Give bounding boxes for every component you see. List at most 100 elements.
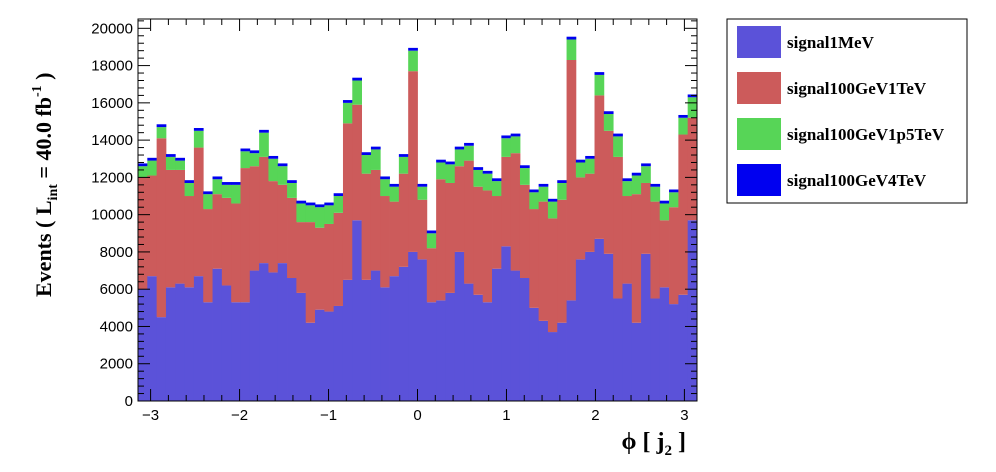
histogram-bar-signal100GeV1p5TeV — [277, 166, 288, 185]
x-tick-label: 0 — [413, 407, 421, 424]
histogram-bar-signal100GeV1TeV — [687, 117, 698, 221]
histogram-bar-signal100GeV4TeV — [650, 183, 661, 187]
histogram-bar-signal100GeV1TeV — [147, 175, 158, 277]
histogram-bar-signal1MeV — [333, 305, 344, 401]
histogram-bar-signal100GeV1p5TeV — [212, 179, 223, 195]
histogram-bar-signal100GeV1p5TeV — [585, 158, 595, 174]
histogram-bar-signal100GeV1p5TeV — [305, 205, 316, 223]
histogram-bar-signal100GeV1p5TeV — [380, 179, 390, 197]
y-axis-title-sub: int — [46, 184, 61, 201]
histogram-bar-signal1MeV — [585, 251, 595, 401]
histogram-bar-signal100GeV1p5TeV — [622, 181, 633, 197]
histogram-bar-signal100GeV1p5TeV — [687, 97, 698, 118]
y-tick-label: 16000 — [91, 95, 133, 112]
histogram-bar-signal100GeV1p5TeV — [193, 130, 204, 148]
histogram-bar-signal100GeV1TeV — [575, 177, 586, 260]
histogram-bar-signal100GeV1p5TeV — [389, 186, 400, 202]
histogram-bar-signal100GeV1TeV — [249, 166, 260, 271]
histogram-bar-signal100GeV1p5TeV — [333, 196, 344, 213]
y-axis-title-main: Events ( L — [31, 200, 56, 297]
histogram-bar-signal100GeV1p5TeV — [613, 136, 623, 157]
legend-swatch-signal100GeV1p5TeV — [737, 118, 781, 150]
histogram-bar-signal100GeV1TeV — [501, 156, 512, 247]
histogram-bar-signal100GeV4TeV — [557, 180, 567, 183]
histogram-bar-signal100GeV1p5TeV — [426, 233, 437, 249]
histogram-bar-signal100GeV1TeV — [557, 199, 567, 323]
histogram-bar-signal100GeV4TeV — [138, 163, 148, 167]
histogram-bar-signal100GeV1TeV — [333, 212, 344, 306]
histogram-bar-signal100GeV1p5TeV — [259, 132, 269, 157]
histogram-bar-signal100GeV4TeV — [408, 47, 418, 51]
histogram-bar-signal100GeV4TeV — [380, 176, 390, 180]
histogram-bar-signal100GeV1TeV — [277, 184, 288, 264]
histogram-bar-signal100GeV1TeV — [473, 186, 484, 295]
histogram-bar-signal100GeV1TeV — [231, 203, 241, 303]
histogram-bar-signal100GeV1TeV — [352, 104, 362, 221]
histogram-bar-signal100GeV1TeV — [678, 134, 689, 295]
histogram-bar-signal1MeV — [361, 279, 372, 401]
histogram-bar-signal1MeV — [566, 300, 577, 401]
histogram-bar-signal100GeV1TeV — [324, 223, 335, 312]
histogram-bar-signal100GeV4TeV — [389, 183, 400, 187]
histogram-bar-signal100GeV1TeV — [398, 173, 409, 267]
y-tick-label: 6000 — [100, 281, 133, 298]
histogram-bar-signal100GeV1TeV — [408, 71, 418, 252]
histogram-bar-signal100GeV1p5TeV — [669, 192, 679, 208]
histogram-bar-signal100GeV4TeV — [259, 129, 269, 133]
histogram-bar-signal100GeV1p5TeV — [203, 194, 213, 210]
histogram-bar-signal100GeV1p5TeV — [678, 117, 689, 135]
histogram-bar-signal100GeV1TeV — [669, 207, 679, 305]
histogram-bar-signal1MeV — [510, 270, 521, 401]
histogram-bar-signal100GeV1p5TeV — [221, 184, 232, 198]
histogram-bar-signal100GeV1p5TeV — [547, 201, 558, 219]
histogram-bar-signal100GeV1TeV — [538, 201, 549, 321]
histogram-bar-signal100GeV4TeV — [547, 198, 558, 202]
histogram-bar-signal100GeV4TeV — [221, 182, 232, 185]
histogram-bar-signal100GeV4TeV — [352, 77, 362, 81]
x-tick-label: −3 — [142, 407, 159, 424]
histogram-bar-signal100GeV1TeV — [305, 222, 316, 323]
histogram-bar-signal100GeV1p5TeV — [268, 158, 279, 182]
histogram-bar-signal100GeV4TeV — [165, 154, 176, 157]
histogram-bar-signal100GeV1p5TeV — [417, 186, 428, 200]
histogram-bar-signal1MeV — [538, 320, 549, 401]
legend-label-signal1MeV: signal1MeV — [787, 33, 875, 52]
histogram-bar-signal100GeV1TeV — [203, 209, 213, 303]
histogram-bar-signal1MeV — [436, 300, 446, 401]
histogram-bar-signal100GeV4TeV — [669, 189, 679, 193]
histogram-bar-signal1MeV — [156, 317, 167, 401]
histogram-bar-signal100GeV1p5TeV — [557, 182, 567, 200]
histogram-bar-signal100GeV4TeV — [231, 182, 241, 185]
histogram-bar-signal100GeV1p5TeV — [492, 181, 502, 197]
histogram-bar-signal100GeV1TeV — [603, 130, 614, 254]
histogram-bar-signal100GeV4TeV — [678, 114, 689, 118]
x-tick-label: 1 — [502, 407, 510, 424]
histogram-bar-signal100GeV1TeV — [259, 156, 269, 264]
histogram-bar-signal100GeV1p5TeV — [482, 173, 493, 191]
histogram-bar-signal100GeV4TeV — [296, 200, 307, 204]
histogram-bar-signal100GeV1p5TeV — [240, 151, 251, 169]
histogram-bar-signal1MeV — [473, 294, 484, 401]
histogram-bar-signal100GeV1p5TeV — [594, 74, 605, 96]
histogram-bar-signal100GeV1TeV — [184, 196, 195, 288]
histogram-bar-signal100GeV1TeV — [380, 196, 390, 288]
histogram-bar-signal100GeV1p5TeV — [352, 80, 362, 105]
histogram-bar-signal100GeV1p5TeV — [342, 102, 353, 124]
histogram-bar-signal100GeV1p5TeV — [473, 169, 484, 187]
histogram-bar-signal100GeV4TeV — [538, 183, 549, 187]
histogram-bar-signal100GeV4TeV — [147, 157, 158, 161]
histogram-bar-signal1MeV — [315, 309, 325, 401]
histogram-bar-signal100GeV4TeV — [277, 163, 288, 167]
histogram-bar-signal100GeV1TeV — [315, 227, 325, 310]
histogram-bar-signal1MeV — [221, 285, 232, 401]
y-tick-label: 0 — [125, 393, 133, 410]
histogram-bar-signal1MeV — [231, 302, 241, 401]
histogram-bar-signal1MeV — [147, 276, 158, 401]
histogram-bar-signal100GeV1TeV — [296, 222, 307, 293]
histogram-bar-signal1MeV — [557, 322, 567, 401]
y-axis-title-end: ) — [31, 72, 56, 85]
y-axis-title-mid: = 40.0 fb — [31, 97, 56, 184]
histogram-bar-signal100GeV4TeV — [156, 124, 167, 128]
histogram-bar-signal100GeV4TeV — [482, 170, 493, 174]
histogram-bar-signal100GeV1p5TeV — [296, 203, 307, 223]
